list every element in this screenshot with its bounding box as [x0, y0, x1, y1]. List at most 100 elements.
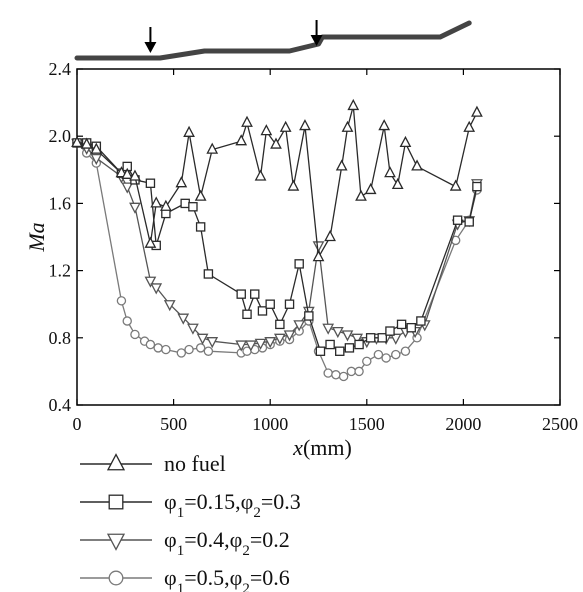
data-point	[287, 179, 300, 191]
legend-entry-3: φ1=0.4,φ2=0.2	[80, 527, 290, 559]
data-point	[377, 333, 387, 343]
data-point	[235, 134, 248, 146]
data-point	[241, 115, 253, 127]
profile-line	[74, 20, 472, 61]
data-point	[325, 339, 335, 350]
data-point	[203, 346, 214, 356]
series-2	[72, 138, 482, 356]
data-point	[293, 320, 306, 332]
data-point	[385, 326, 395, 336]
series-line	[76, 142, 478, 346]
data-point	[176, 348, 187, 358]
data-point	[472, 181, 482, 192]
data-point	[275, 319, 285, 330]
data-point	[312, 250, 325, 262]
data-point	[312, 241, 325, 253]
y-axis-title: Ma	[24, 222, 49, 252]
data-point	[129, 202, 141, 214]
x-tick-label: 2000	[445, 414, 481, 434]
data-point	[283, 330, 296, 342]
data-point	[195, 343, 206, 353]
legend-label: no fuel	[164, 451, 226, 476]
data-point	[90, 153, 103, 166]
data-point	[331, 326, 344, 339]
data-point	[121, 167, 134, 179]
data-point	[406, 322, 416, 333]
data-point	[161, 344, 171, 355]
legend-entry-1: no fuel	[80, 451, 226, 476]
x-tick-label: 500	[160, 414, 187, 434]
data-point	[341, 330, 354, 342]
data-point	[391, 177, 404, 190]
data-point	[150, 196, 163, 208]
data-point	[355, 189, 367, 201]
data-point	[177, 313, 190, 325]
data-point	[284, 299, 295, 309]
data-point	[260, 124, 273, 136]
data-point	[389, 333, 402, 345]
data-point	[203, 269, 214, 279]
legend-marker	[108, 570, 124, 586]
legend: no fuel φ1=0.15,φ2=0.3 φ1=0.4,φ2=0.2 φ1=0.5…	[80, 451, 301, 592]
x-tick-label: 1000	[252, 414, 288, 434]
data-point	[187, 323, 199, 335]
data-point	[344, 343, 355, 353]
data-point	[347, 98, 360, 111]
data-point	[354, 366, 364, 377]
data-point	[206, 142, 219, 154]
data-point	[364, 182, 377, 195]
data-point	[315, 346, 326, 356]
data-point	[322, 323, 335, 335]
y-tick-label: 1.6	[49, 193, 72, 213]
plot-area	[76, 68, 561, 406]
data-point	[163, 300, 176, 312]
ticks-layer: 0 500 1000 1500 2000 2500 0.4 0.8 1.2 1.6 2.0 2.4	[49, 59, 579, 434]
data-point	[235, 340, 248, 352]
data-point	[183, 125, 195, 137]
y-tick-label: 0.8	[49, 328, 72, 348]
legend-marker	[106, 533, 126, 551]
legend-marker	[106, 453, 126, 471]
data-point	[188, 202, 198, 212]
data-point	[129, 169, 141, 181]
x-tick-label: 2500	[542, 414, 578, 434]
data-point	[144, 236, 157, 248]
data-point	[351, 333, 364, 345]
data-point	[346, 366, 357, 377]
legend-entry-4: φ1=0.5,φ2=0.6	[80, 565, 290, 592]
data-point	[242, 309, 252, 320]
arrow-head	[310, 35, 323, 46]
data-point	[196, 333, 209, 345]
data-point	[396, 319, 407, 330]
legend-label: φ1=0.15,φ2=0.3	[164, 489, 301, 521]
y-tick-label: 2.4	[49, 59, 72, 79]
data-point	[254, 338, 267, 350]
data-point	[195, 222, 206, 232]
y-tick-label: 1.2	[49, 261, 72, 281]
data-point	[294, 259, 304, 269]
legend-marker	[108, 494, 124, 510]
data-point	[378, 119, 391, 131]
data-point	[463, 120, 476, 132]
data-point	[411, 159, 423, 171]
x-axis-title-variable: x	[292, 435, 303, 460]
data-point	[354, 339, 364, 350]
x-tick-label: 0	[73, 414, 82, 434]
data-point	[464, 217, 474, 227]
data-point	[270, 137, 282, 149]
data-point	[341, 120, 354, 132]
data-point	[159, 199, 172, 211]
data-point	[121, 182, 134, 194]
series-layer	[71, 98, 483, 382]
data-point	[391, 349, 401, 360]
data-point	[236, 289, 246, 299]
data-point	[254, 169, 267, 181]
injection-arrow	[144, 27, 157, 53]
data-point	[335, 346, 345, 356]
y-tick-label: 0.4	[49, 395, 72, 415]
data-point	[245, 340, 257, 352]
data-point	[264, 337, 277, 349]
data-point	[381, 353, 391, 363]
